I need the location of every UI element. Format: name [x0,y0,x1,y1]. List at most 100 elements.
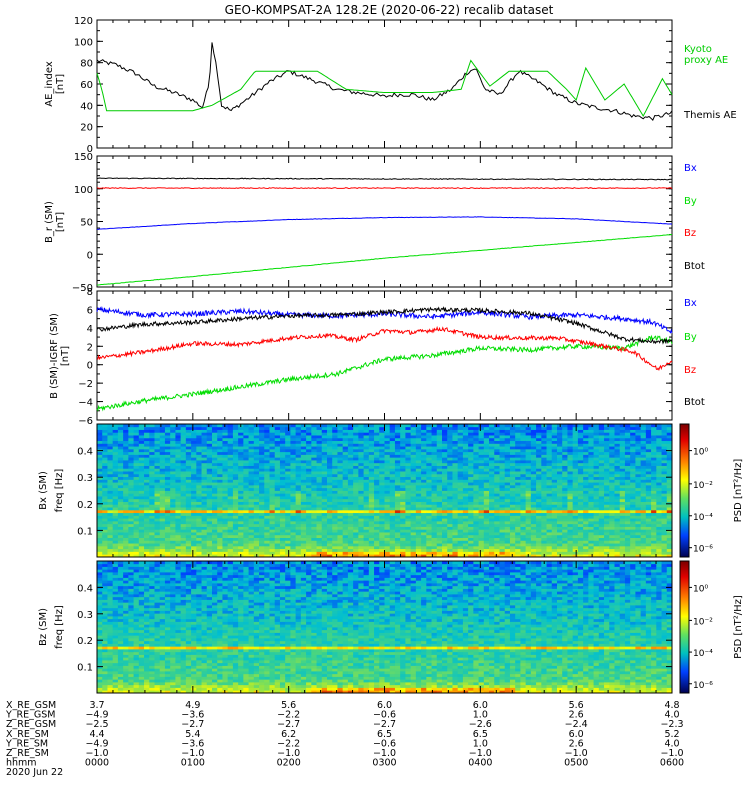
spectrogram-cell [510,446,516,449]
spectrogram-cell [254,507,260,510]
spectrogram-cell [567,438,573,441]
spectrogram-cell [500,532,506,535]
spectrogram-cell [421,543,427,546]
spectrogram-cell [432,491,438,494]
spectrogram-cell [385,527,391,530]
spectrogram-cell [494,479,500,482]
spectrogram-cell [160,535,166,538]
spectrogram-cell [332,427,338,430]
spectrogram-cell [264,452,270,455]
spectrogram-cell [578,441,584,444]
spectrogram-cell [390,499,396,502]
spectrogram-cell [170,430,176,433]
spectrogram-cell [416,457,422,460]
panel-1-ytick-label: 0 [87,250,93,261]
spectrogram-cell [500,474,506,477]
spectrogram-cell [358,474,364,477]
spectrogram-cell [296,524,302,527]
spectrogram-cell [385,507,391,510]
spectrogram-cell [285,515,291,518]
spectrogram-cell [270,477,276,480]
spectrogram-cell [369,504,375,507]
spectrogram-cell [207,504,213,507]
spectrogram-cell [118,532,124,535]
spectrogram-cell [447,496,453,499]
spectrogram-cell [238,507,244,510]
spectrogram-cell [500,430,506,433]
spectrogram-cell [353,430,359,433]
spectrogram-cell [139,449,145,452]
spectrogram-cell [437,488,443,491]
spectrogram-cell [526,540,532,543]
spectrogram-cell [317,527,323,530]
spectrogram-cell [217,477,223,480]
spectrogram-cell [437,502,443,505]
spectrogram-cell [452,521,458,524]
spectrogram-cell [468,463,474,466]
spectrogram-cell [536,454,542,457]
spectrogram-cell [249,538,255,541]
spectrogram-cell [405,457,411,460]
spectrogram-cell [364,518,370,521]
spectrogram-cell [416,452,422,455]
spectrogram-cell [385,551,391,554]
spectrogram-cell [160,471,166,474]
spectrogram-cell [207,435,213,438]
spectrogram-cell [107,449,113,452]
spectrogram-cell [531,493,537,496]
spectrogram-cell [165,529,171,532]
spectrogram-cell [500,543,506,546]
spectrogram-cell [395,460,401,463]
spectrogram-cell [222,466,228,469]
spectrogram-cell [222,449,228,452]
spectrogram-cell [317,513,323,516]
spectrogram-cell [473,446,479,449]
spectrogram-cell [202,524,208,527]
spectrogram-cell [390,460,396,463]
spectrogram-cell [249,477,255,480]
spectrogram-cell [128,549,134,552]
spectrogram-cell [134,510,140,513]
spectrogram-cell [520,532,526,535]
spectrogram-cell [228,510,234,513]
spectrogram-cell [149,524,155,527]
spectrogram-cell [280,510,286,513]
spectrogram-cell [385,540,391,543]
spectrogram-cell [322,513,328,516]
spectrogram-cell [285,549,291,552]
spectrogram-cell [327,474,333,477]
spectrogram-cell [536,510,542,513]
spectrogram-cell [259,502,265,505]
spectrogram-cell [118,474,124,477]
spectrogram-cell [327,513,333,516]
spectrogram-cell [468,482,474,485]
spectrogram-cell [306,443,312,446]
spectrogram-cell [123,499,129,502]
spectrogram-cell [489,527,495,530]
spectrogram-cell [531,502,537,505]
spectrogram-cell [212,549,218,552]
spectrogram-cell [264,432,270,435]
spectrogram-cell [348,460,354,463]
spectrogram-cell [400,496,406,499]
spectrogram-cell [175,535,181,538]
spectrogram-cell [510,471,516,474]
spectrogram-cell [510,468,516,471]
spectrogram-cell [118,432,124,435]
spectrogram-cell [400,482,406,485]
spectrogram-cell [186,435,192,438]
spectrogram-cell [411,427,417,430]
spectrogram-cell [243,521,249,524]
spectrogram-cell [567,546,573,549]
spectrogram-cell [222,518,228,521]
spectrogram-cell [113,477,119,480]
spectrogram-cell [390,443,396,446]
spectrogram-cell [97,485,103,488]
spectrogram-cell [364,449,370,452]
spectrogram-cell [385,518,391,521]
spectrogram-cell [107,496,113,499]
spectrogram-cell [479,496,485,499]
spectrogram-cell [196,430,202,433]
spectrogram-cell [285,474,291,477]
spectrogram-cell [437,491,443,494]
